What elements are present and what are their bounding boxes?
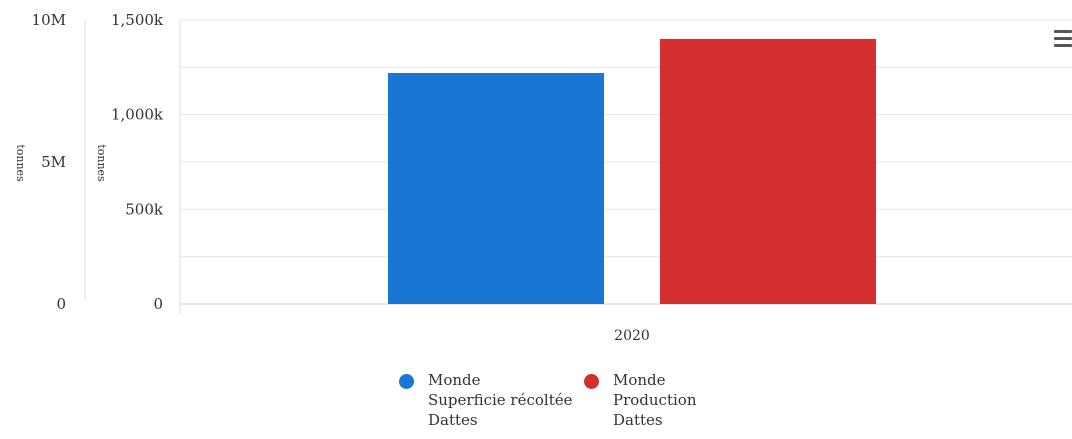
legend-line: Production xyxy=(613,391,697,409)
outer-axis-tick-label: 5M xyxy=(41,153,66,171)
legend-item-production[interactable]: Monde Production Dattes xyxy=(584,370,696,430)
legend-dot-icon xyxy=(399,374,414,389)
hamburger-menu-icon[interactable] xyxy=(1054,30,1072,50)
legend-line: Monde xyxy=(428,371,481,389)
outer-axis-unit: tonnes xyxy=(14,144,27,182)
legend-line: Monde xyxy=(613,371,666,389)
legend-line: Superficie récoltée xyxy=(428,391,573,409)
bars xyxy=(388,38,876,304)
outer-axis-ticks: 10M 5M 0 xyxy=(32,11,66,313)
gridlines xyxy=(180,19,1072,305)
inner-axis-unit: tonnes xyxy=(95,144,108,182)
legend: Monde Superficie récoltée Dattes Monde P… xyxy=(0,370,1072,439)
inner-axis-tick-label: 1,000k xyxy=(111,106,164,124)
inner-axis-ticks: 1,500k 1,000k 500k 0 xyxy=(111,11,164,313)
inner-axis-tick-label: 0 xyxy=(153,295,163,313)
inner-axis-tick-label: 500k xyxy=(125,200,164,218)
legend-line: Dattes xyxy=(613,411,663,429)
chart: 10M 5M 0 1,500k 1,000k 500k 0 tonnes tonnes 2… xyxy=(14,11,1072,344)
bar-1[interactable] xyxy=(660,38,876,304)
bar-0[interactable] xyxy=(388,73,604,304)
legend-item-superficie[interactable]: Monde Superficie récoltée Dattes xyxy=(399,370,573,430)
legend-dot-icon xyxy=(584,374,599,389)
legend-line: Dattes xyxy=(428,411,478,429)
outer-axis-tick-label: 0 xyxy=(56,295,66,313)
inner-axis-tick-label: 1,500k xyxy=(111,11,164,29)
outer-axis-tick-label: 10M xyxy=(32,11,66,29)
x-category-label: 2020 xyxy=(614,328,650,344)
